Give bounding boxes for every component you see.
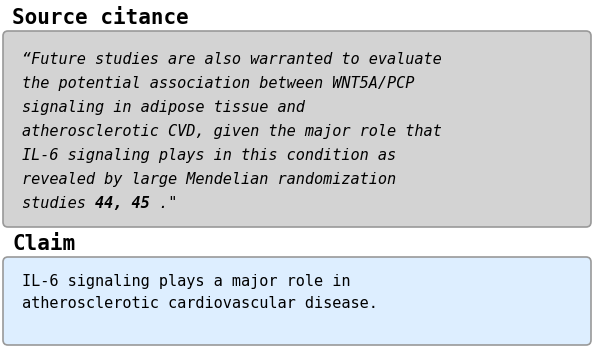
FancyBboxPatch shape (3, 257, 591, 345)
Text: IL-6 signaling plays in this condition as: IL-6 signaling plays in this condition a… (22, 148, 396, 163)
Text: signaling in adipose tissue and: signaling in adipose tissue and (22, 100, 305, 115)
Text: “Future studies are also warranted to evaluate: “Future studies are also warranted to ev… (22, 52, 442, 67)
FancyBboxPatch shape (3, 31, 591, 227)
Text: .": ." (150, 196, 177, 211)
Text: the potential association between WNT5A/PCP: the potential association between WNT5A/… (22, 76, 415, 91)
Text: Source citance: Source citance (12, 8, 189, 28)
Text: 44, 45: 44, 45 (95, 196, 150, 211)
Text: Claim: Claim (12, 234, 75, 254)
Text: revealed by large Mendelian randomization: revealed by large Mendelian randomizatio… (22, 172, 396, 187)
Text: IL-6 signaling plays a major role in
atherosclerotic cardiovascular disease.: IL-6 signaling plays a major role in ath… (22, 274, 378, 311)
Text: studies: studies (22, 196, 95, 211)
Text: atherosclerotic CVD, given the major role that: atherosclerotic CVD, given the major rol… (22, 124, 442, 139)
